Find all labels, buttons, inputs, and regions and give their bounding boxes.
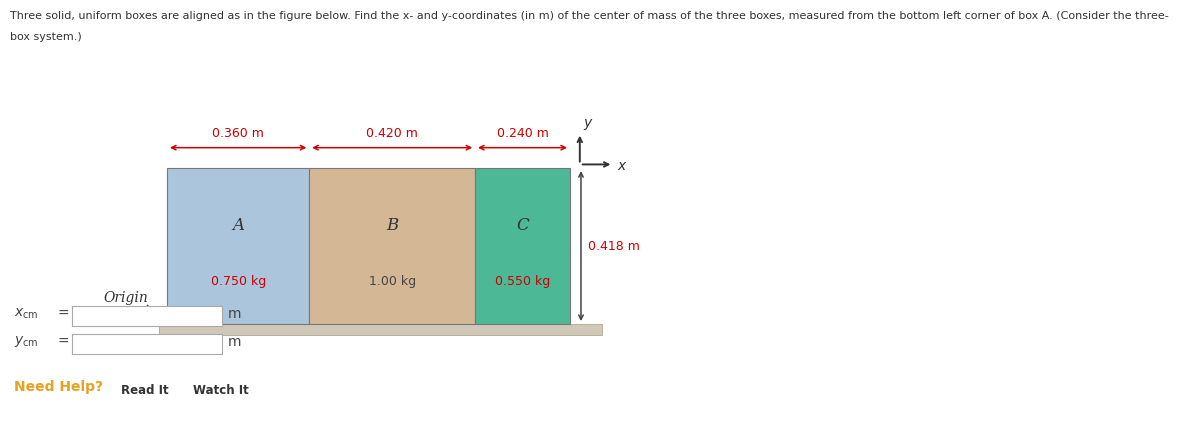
Text: Watch It: Watch It <box>193 384 248 396</box>
Text: m: m <box>228 307 241 321</box>
Text: 0.418 m: 0.418 m <box>588 240 640 252</box>
Text: $y_\mathrm{cm}$: $y_\mathrm{cm}$ <box>14 335 38 349</box>
Text: m: m <box>228 335 241 349</box>
Bar <box>475 168 570 324</box>
Text: A: A <box>232 217 244 234</box>
Text: box system.): box system.) <box>10 32 82 42</box>
Text: 0.360 m: 0.360 m <box>212 127 264 140</box>
Text: x: x <box>617 159 625 173</box>
Text: 0.550 kg: 0.550 kg <box>494 275 550 289</box>
Text: 0.420 m: 0.420 m <box>366 127 418 140</box>
Text: y: y <box>583 116 592 130</box>
Text: Read It: Read It <box>121 384 169 396</box>
Text: C: C <box>516 217 529 234</box>
Bar <box>310 168 475 324</box>
Text: 0.240 m: 0.240 m <box>497 127 548 140</box>
Text: Origin: Origin <box>104 291 149 305</box>
Text: 1.00 kg: 1.00 kg <box>368 275 415 289</box>
Text: =: = <box>58 335 70 349</box>
Text: =: = <box>58 307 70 321</box>
Text: Need Help?: Need Help? <box>14 380 103 394</box>
Text: $x_\mathrm{cm}$: $x_\mathrm{cm}$ <box>14 307 40 321</box>
Text: Three solid, uniform boxes are aligned as in the figure below. Find the x- and y: Three solid, uniform boxes are aligned a… <box>10 11 1169 21</box>
Bar <box>167 168 310 324</box>
Text: 0.750 kg: 0.750 kg <box>210 275 266 289</box>
Text: HINT: HINT <box>16 54 49 67</box>
Text: B: B <box>386 217 398 234</box>
Bar <box>160 324 601 335</box>
